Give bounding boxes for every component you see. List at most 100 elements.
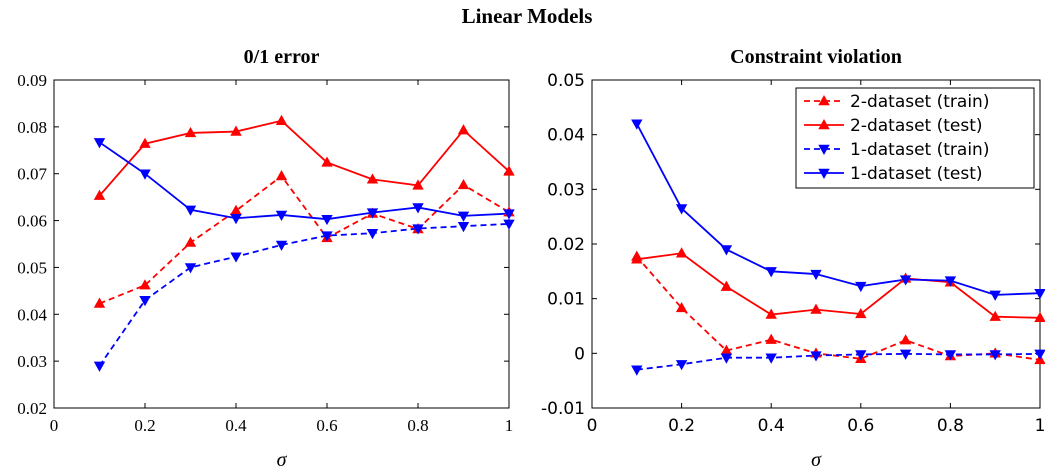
legend-label: 1-dataset (test) bbox=[850, 164, 983, 184]
x-tick-label: 0.6 bbox=[847, 416, 874, 436]
data-point bbox=[230, 214, 242, 225]
data-point bbox=[184, 126, 197, 138]
data-point bbox=[275, 114, 288, 125]
data-point bbox=[93, 138, 106, 149]
data-point bbox=[321, 231, 333, 242]
data-point bbox=[810, 269, 822, 281]
x-tick-label: 0 bbox=[50, 416, 59, 435]
data-point bbox=[230, 252, 242, 263]
y-tick-label: 0 bbox=[574, 344, 585, 364]
series-line bbox=[98, 222, 509, 367]
legend-marker bbox=[818, 119, 830, 130]
data-point bbox=[275, 210, 288, 221]
data-point bbox=[720, 280, 733, 291]
legend-box bbox=[795, 87, 1035, 189]
data-point bbox=[720, 245, 733, 256]
x-axis-label: σ bbox=[277, 449, 288, 471]
y-tick-label: 0.01 bbox=[547, 290, 585, 310]
data-point bbox=[93, 361, 106, 372]
data-point bbox=[503, 219, 515, 230]
y-tick-label: 0.03 bbox=[547, 180, 585, 200]
legend-marker bbox=[818, 168, 830, 179]
data-point bbox=[1034, 289, 1045, 300]
y-tick-label: -0.01 bbox=[541, 399, 585, 419]
data-point bbox=[631, 253, 643, 264]
data-point bbox=[275, 240, 288, 251]
data-point bbox=[457, 211, 470, 222]
data-point bbox=[1034, 311, 1045, 322]
data-point bbox=[989, 290, 1001, 301]
data-point bbox=[503, 209, 515, 220]
x-tick-label: 0.8 bbox=[407, 416, 428, 435]
figure-title: Linear Models bbox=[462, 4, 593, 28]
data-point bbox=[139, 137, 151, 148]
x-tick-label: 0.8 bbox=[937, 416, 964, 436]
data-point bbox=[230, 204, 242, 215]
data-point bbox=[366, 229, 379, 240]
x-tick-label: 1 bbox=[1035, 416, 1045, 436]
data-point bbox=[1034, 349, 1045, 360]
y-tick-label: 0.06 bbox=[17, 212, 47, 231]
data-point bbox=[93, 189, 106, 200]
y-tick-label: 0.02 bbox=[547, 235, 585, 255]
data-point bbox=[139, 169, 151, 180]
data-point bbox=[412, 179, 424, 190]
legend-marker bbox=[818, 95, 830, 106]
data-point bbox=[899, 349, 912, 360]
y-tick-label: 0.03 bbox=[17, 352, 47, 371]
legend-label: 2-dataset (test) bbox=[850, 116, 983, 136]
series-line bbox=[636, 255, 1040, 361]
data-point bbox=[412, 203, 424, 214]
data-point bbox=[631, 365, 643, 376]
data-point bbox=[93, 297, 106, 308]
series-line bbox=[98, 119, 509, 197]
data-point bbox=[139, 296, 151, 307]
data-point bbox=[810, 303, 822, 314]
data-point bbox=[899, 334, 912, 345]
data-point bbox=[899, 275, 912, 286]
series-line bbox=[98, 141, 509, 221]
y-tick-label: 0.07 bbox=[17, 165, 47, 184]
data-point bbox=[765, 333, 777, 344]
plot-area bbox=[636, 123, 1040, 371]
x-tick-label: 0.2 bbox=[668, 416, 695, 436]
chart-title: 0/1 error bbox=[244, 46, 320, 68]
plot-frame bbox=[53, 79, 510, 409]
data-point bbox=[412, 224, 424, 235]
plot-area bbox=[98, 119, 509, 367]
data-point bbox=[855, 350, 867, 361]
y-tick-label: 0.09 bbox=[17, 71, 47, 90]
constraint-violation-chart: Constraint violation σ 0 0.2 0.4 0.6 0.8 1 -0.01… bbox=[541, 46, 1045, 471]
data-point bbox=[184, 236, 197, 247]
series-line bbox=[99, 174, 509, 305]
data-point bbox=[675, 360, 688, 371]
x-tick-label: 0.4 bbox=[225, 416, 247, 435]
data-point bbox=[366, 208, 379, 219]
data-point bbox=[855, 281, 867, 293]
data-point bbox=[457, 221, 470, 233]
data-point bbox=[675, 204, 688, 215]
x-tick-label: 0.4 bbox=[758, 416, 785, 436]
data-point bbox=[321, 156, 333, 167]
data-point bbox=[765, 267, 777, 278]
data-point bbox=[855, 307, 867, 319]
x-tick-label: 1 bbox=[505, 416, 514, 435]
data-point bbox=[810, 351, 822, 362]
data-point bbox=[675, 247, 688, 258]
data-point bbox=[366, 173, 379, 184]
series-line bbox=[636, 352, 1040, 371]
data-point bbox=[275, 170, 288, 181]
y-tick-label: 0.05 bbox=[17, 258, 47, 277]
data-point bbox=[230, 125, 242, 136]
data-point bbox=[989, 350, 1001, 361]
y-tick-label: 0.02 bbox=[17, 399, 47, 418]
data-point bbox=[184, 263, 197, 274]
error-chart: 0/1 error σ 0 0.2 0.4 0.6 0.8 1 0.02 0.03 0.04 0.05… bbox=[17, 46, 515, 471]
x-tick-label: 0.6 bbox=[316, 416, 337, 435]
y-tick-label: 0.04 bbox=[547, 126, 585, 146]
data-point bbox=[457, 178, 470, 190]
data-point bbox=[457, 124, 470, 135]
y-tick-label: 0.04 bbox=[17, 305, 47, 324]
data-point bbox=[675, 301, 688, 313]
